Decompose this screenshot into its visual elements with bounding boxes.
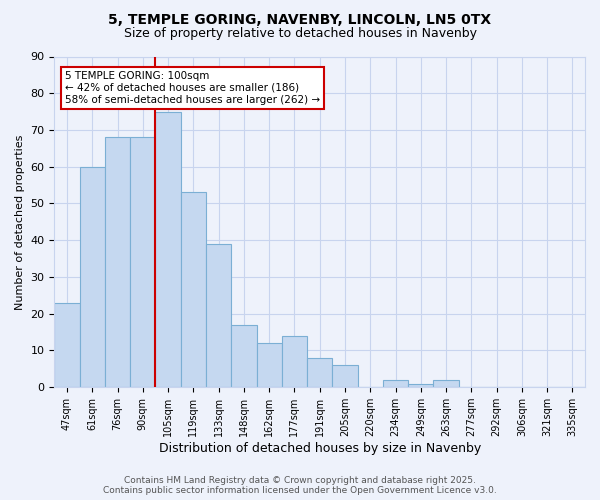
Text: 5, TEMPLE GORING, NAVENBY, LINCOLN, LN5 0TX: 5, TEMPLE GORING, NAVENBY, LINCOLN, LN5 …	[109, 12, 491, 26]
Bar	[231, 325, 257, 387]
Bar	[55, 302, 80, 387]
Bar	[155, 112, 181, 387]
Text: Size of property relative to detached houses in Navenby: Size of property relative to detached ho…	[124, 28, 476, 40]
Bar	[307, 358, 332, 387]
Bar	[282, 336, 307, 387]
Bar	[408, 384, 433, 387]
Bar	[332, 365, 358, 387]
Bar	[130, 138, 155, 387]
X-axis label: Distribution of detached houses by size in Navenby: Distribution of detached houses by size …	[158, 442, 481, 455]
Bar	[383, 380, 408, 387]
Text: 5 TEMPLE GORING: 100sqm
← 42% of detached houses are smaller (186)
58% of semi-d: 5 TEMPLE GORING: 100sqm ← 42% of detache…	[65, 72, 320, 104]
Bar	[80, 166, 105, 387]
Text: Contains HM Land Registry data © Crown copyright and database right 2025.
Contai: Contains HM Land Registry data © Crown c…	[103, 476, 497, 495]
Y-axis label: Number of detached properties: Number of detached properties	[15, 134, 25, 310]
Bar	[181, 192, 206, 387]
Bar	[105, 138, 130, 387]
Bar	[257, 343, 282, 387]
Bar	[433, 380, 458, 387]
Bar	[206, 244, 231, 387]
